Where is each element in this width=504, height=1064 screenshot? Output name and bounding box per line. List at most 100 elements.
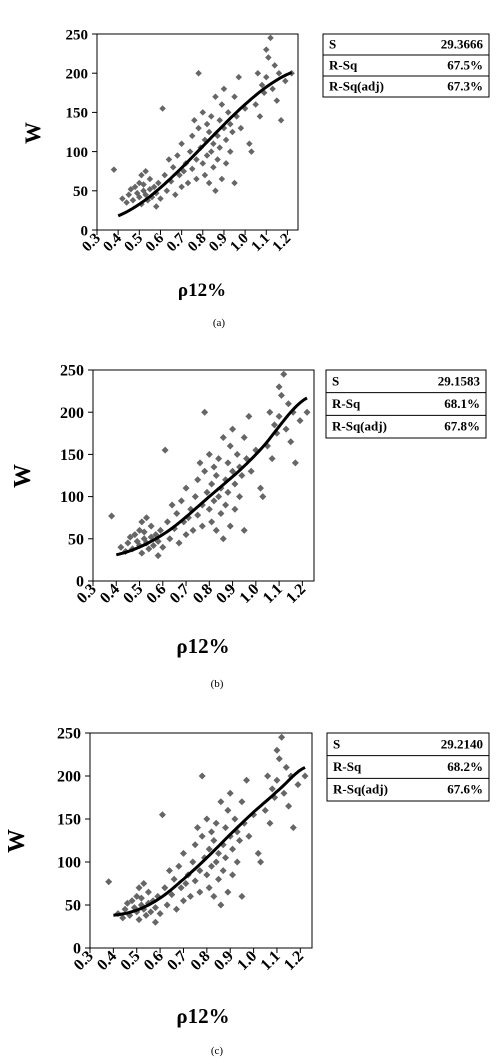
data-point: [123, 199, 130, 206]
data-point: [256, 113, 264, 120]
data-point: [121, 905, 129, 913]
fit-line: [113, 766, 306, 917]
data-point: [144, 888, 152, 896]
stats-value: 29.2140: [441, 736, 483, 751]
data-point: [172, 191, 179, 198]
x-tick-label: 0.7: [167, 581, 193, 607]
figure-caption: (b): [211, 678, 224, 690]
data-point: [222, 824, 230, 832]
data-point: [203, 152, 211, 159]
data-point: [152, 203, 160, 210]
data-point: [138, 518, 146, 526]
data-point: [233, 450, 241, 458]
y-tick-label: 50: [68, 531, 84, 548]
data-point: [222, 160, 230, 167]
figure-caption: (c): [211, 1045, 224, 1057]
data-point: [201, 171, 209, 179]
data-point: [226, 789, 234, 797]
data-point: [179, 897, 187, 905]
data-point: [142, 191, 149, 198]
data-point: [182, 531, 190, 539]
data-point: [172, 905, 180, 913]
data-point: [224, 109, 232, 116]
data-point: [182, 484, 190, 492]
data-point: [215, 455, 223, 463]
data-point: [275, 755, 283, 763]
chart-panel-2: 0501001502002500.30.40.50.60.70.80.91.01…: [10, 363, 487, 690]
data-point: [229, 425, 237, 433]
data-point: [146, 185, 154, 193]
data-point: [165, 156, 173, 163]
x-axis-label: ρ12%: [178, 280, 226, 301]
data-point: [280, 370, 288, 378]
stats-label: S: [332, 373, 339, 388]
data-point: [161, 884, 169, 892]
data-point: [269, 85, 276, 93]
data-point: [218, 175, 226, 183]
data-point: [199, 109, 207, 116]
data-point: [154, 552, 162, 560]
data-point: [245, 832, 253, 840]
data-point: [219, 434, 227, 442]
data-point: [238, 798, 246, 806]
data-point: [127, 185, 135, 193]
data-point: [212, 819, 220, 827]
data-point: [233, 858, 241, 866]
data-point: [158, 811, 166, 819]
data-point: [210, 463, 218, 471]
data-point: [119, 914, 127, 922]
stats-value: 29.1583: [438, 373, 481, 388]
data-point: [203, 120, 211, 128]
data-point: [129, 196, 137, 204]
data-point: [275, 69, 283, 77]
y-axis-label: W: [20, 122, 45, 144]
y-tick-label: 250: [57, 726, 81, 743]
data-point: [245, 412, 253, 420]
data-point: [140, 181, 147, 188]
data-point: [119, 195, 126, 202]
y-tick-label: 50: [65, 898, 81, 915]
y-tick-label: 200: [60, 405, 84, 422]
y-tick-label: 150: [60, 447, 84, 464]
data-point: [199, 160, 207, 167]
data-point: [205, 505, 213, 513]
data-point: [236, 837, 244, 844]
data-point: [140, 880, 148, 887]
stats-label: R-Sq(adj): [333, 782, 388, 797]
data-point: [282, 425, 290, 433]
data-point: [193, 175, 200, 183]
data-point: [215, 875, 223, 883]
data-point: [231, 480, 239, 488]
data-point: [243, 776, 251, 784]
fit-line: [115, 396, 308, 557]
data-point: [151, 918, 159, 926]
x-tick-label: 0.9: [213, 581, 239, 607]
data-point: [203, 871, 211, 879]
data-point: [252, 101, 259, 108]
data-point: [267, 34, 274, 42]
data-point: [182, 880, 190, 887]
stats-label: S: [329, 36, 336, 51]
data-point: [247, 467, 255, 475]
data-point: [273, 776, 281, 784]
data-point: [123, 899, 131, 907]
stats-table-frame: [322, 33, 490, 98]
stats-table: S 29.3666 R-Sq 67.5% R-Sq(adj) 67.3%: [322, 33, 490, 98]
data-point: [201, 408, 209, 416]
data-point: [217, 798, 225, 806]
data-point: [161, 446, 169, 454]
data-point: [147, 522, 155, 530]
chart-panel-1: 0501001502002500.30.40.50.60.70.80.91.01…: [20, 27, 490, 329]
data-point: [177, 884, 185, 892]
x-tick-label: 0.4: [94, 948, 120, 974]
x-tick-label: 1.1: [260, 581, 286, 607]
data-point: [126, 533, 134, 541]
data-point: [142, 167, 149, 175]
y-tick-label: 250: [66, 27, 89, 43]
data-point: [149, 542, 157, 550]
data-point: [291, 459, 299, 467]
data-point: [177, 497, 185, 505]
data-point: [193, 824, 201, 832]
x-tick-label: 1.0: [237, 581, 263, 607]
